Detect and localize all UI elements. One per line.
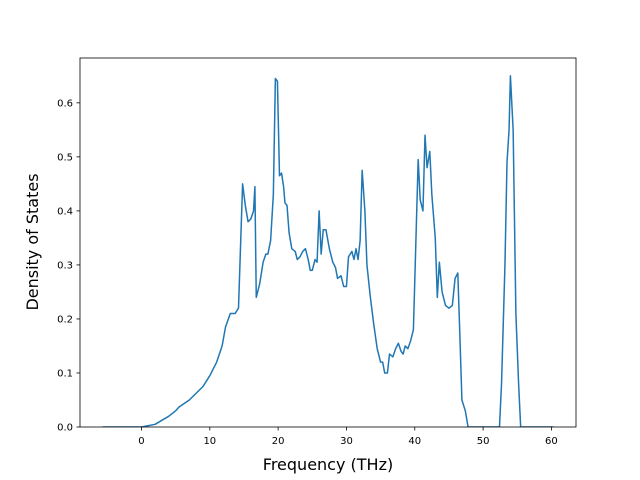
y-tick-label: 0.5: [57, 152, 73, 163]
x-tick-label: 60: [545, 436, 558, 447]
y-tick-label: 0.3: [57, 260, 73, 271]
y-tick-label: 0.1: [57, 368, 73, 379]
y-tick-label: 0.6: [57, 98, 73, 109]
x-tick-label: 40: [408, 436, 421, 447]
y-tick-label: 0.0: [57, 423, 73, 434]
plot-frame: [79, 57, 577, 428]
y-axis-label: Density of States: [23, 173, 42, 310]
x-tick-label: 30: [340, 436, 353, 447]
x-tick-label: 10: [203, 436, 216, 447]
y-tick-label: 0.4: [57, 206, 73, 217]
x-tick-label: 50: [477, 436, 490, 447]
x-tick-label: 0: [138, 436, 144, 447]
x-tick-label: 20: [272, 436, 285, 447]
y-tick-label: 0.2: [57, 314, 73, 325]
x-axis-label: Frequency (THz): [263, 455, 393, 474]
line: [102, 75, 554, 427]
